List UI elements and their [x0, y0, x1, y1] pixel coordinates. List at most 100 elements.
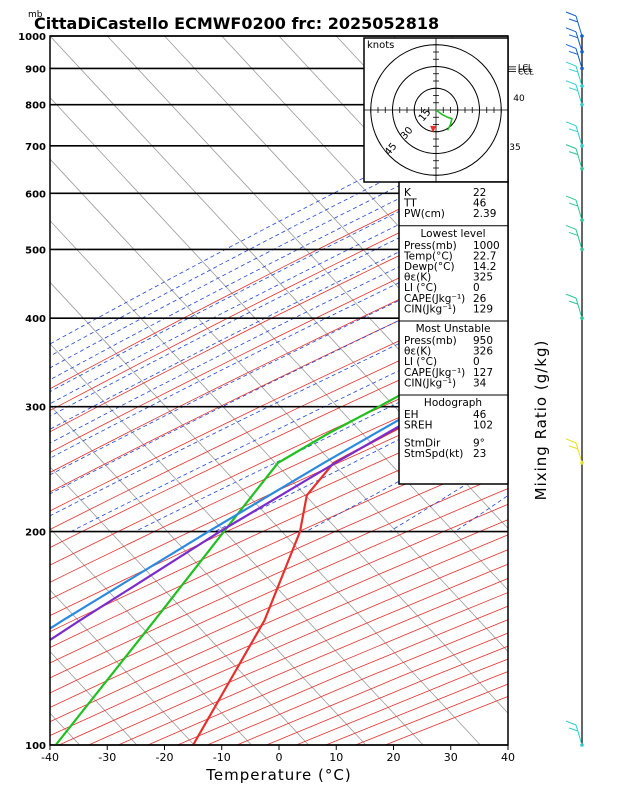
index-value: 129	[473, 303, 493, 315]
index-value: 127	[473, 367, 493, 379]
index-key: SREH	[404, 420, 433, 432]
hodograph-trace	[435, 109, 453, 131]
dry-adiabat-line	[50, 455, 508, 664]
index-value: 2.39	[473, 208, 496, 220]
wind-barb-staff	[575, 229, 583, 250]
wind-barb-flag	[568, 231, 579, 236]
index-key: θε(K)	[404, 346, 431, 358]
index-value: 325	[473, 272, 493, 284]
moist-adiabat-label: 35	[509, 143, 520, 153]
moist-adiabat-line	[50, 171, 508, 405]
isotherm-line	[507, 36, 508, 37]
index-value: 46	[473, 409, 487, 421]
moist-adiabat-line	[50, 267, 508, 495]
index-value: 34	[473, 377, 487, 389]
dry-adiabat-line	[50, 155, 508, 390]
wind-barb-flag	[565, 195, 577, 201]
isotherm-line	[50, 96, 508, 591]
indices-box	[398, 181, 509, 485]
index-value: 9°	[473, 438, 485, 450]
moist-adiabat-line	[50, 213, 508, 444]
wind-barb-flag	[565, 61, 577, 67]
x-tick-label: -30	[98, 751, 116, 764]
index-value: 1000	[473, 240, 500, 252]
pressure-tick-label: 700	[25, 142, 46, 153]
dry-adiabat-line	[50, 534, 508, 736]
wind-barb-flag	[565, 720, 577, 726]
index-key: LI (°C)	[404, 356, 437, 368]
moist-adiabat-line	[50, 144, 508, 381]
index-value: 22.7	[473, 250, 496, 262]
isotherm-line	[50, 527, 252, 745]
wind-barb-staff	[575, 125, 583, 146]
profile-dewpoint	[54, 335, 508, 745]
pressure-tick-label: 1000	[18, 32, 46, 43]
wind-barb-flag	[568, 34, 579, 39]
moist-adiabat-line	[50, 157, 508, 393]
dry-adiabat-line	[50, 439, 508, 648]
index-key: EH	[404, 409, 419, 421]
indices-section-title: Hodograph	[424, 397, 482, 409]
hodograph-unit-label: knots	[367, 40, 394, 51]
wind-barb-staff	[575, 199, 583, 221]
wind-barb-staff	[575, 724, 583, 746]
wind-barb-flag	[565, 80, 577, 86]
pressure-unit-label: mb	[28, 10, 43, 20]
wind-barb-staff	[575, 442, 583, 464]
index-value: 26	[473, 293, 487, 305]
index-key: CAPE(Jkg⁻¹)	[404, 293, 465, 305]
dry-adiabat-line	[50, 472, 508, 679]
index-key: StmDir	[404, 438, 441, 450]
dry-adiabat-line	[50, 247, 508, 473]
wind-barb-staff	[575, 297, 583, 319]
index-key: PW(cm)	[404, 208, 445, 220]
dry-adiabat-line	[50, 386, 508, 600]
wind-barb-flag	[565, 121, 577, 127]
dry-adiabat-line	[50, 225, 508, 453]
dry-adiabat-line	[50, 503, 508, 708]
mixing-ratio-labels: 12346810121416182025303540	[509, 94, 525, 153]
wind-barb-flag	[565, 43, 577, 49]
wind-barb-flag	[568, 87, 579, 92]
isotherm-line	[50, 589, 195, 745]
dry-adiabat-line	[50, 290, 508, 512]
x-tick-label: 40	[501, 751, 515, 764]
indices-section-title: Most Unstable	[416, 323, 491, 335]
dry-adiabat-line	[50, 269, 508, 493]
dry-adiabat-line	[50, 404, 508, 617]
index-value: 22	[473, 187, 486, 199]
isotherm-line	[0, 36, 22, 745]
index-key: Temp(°C)	[403, 250, 453, 262]
dry-adiabat-line	[50, 330, 508, 549]
pressure-tick-label: 600	[25, 189, 46, 200]
index-key: Press(mb)	[404, 240, 457, 252]
moist-adiabat-line	[50, 247, 508, 476]
profile-temperature	[192, 367, 508, 745]
wind-barb-flag	[568, 50, 579, 55]
wind-barb-flag	[565, 11, 577, 17]
wind-barb-flag	[568, 202, 579, 207]
moist-adiabat-lines	[50, 105, 508, 532]
wind-barb-flag	[568, 18, 579, 23]
x-tick-label: 20	[387, 751, 401, 764]
hodograph-plot	[364, 38, 508, 182]
wind-barb-staff	[575, 65, 583, 87]
wind-barb-staff	[575, 31, 583, 52]
wind-barb-staff	[575, 84, 583, 105]
index-value: 46	[473, 198, 487, 210]
wind-barb-flag	[565, 144, 577, 150]
moist-adiabat-line	[50, 198, 508, 430]
wind-barb-flag	[568, 68, 579, 73]
x-tick-label: -10	[213, 751, 231, 764]
isotherm-line	[221, 36, 508, 345]
dry-adiabat-lines	[50, 155, 508, 745]
moist-adiabat-label: 40	[513, 94, 525, 104]
moist-adiabat-line	[50, 105, 508, 345]
dry-adiabat-line	[50, 519, 508, 723]
wind-barb-flag	[565, 224, 577, 230]
wind-barbs-column	[565, 11, 584, 747]
wind-barb-flag	[568, 151, 579, 156]
moist-adiabat-line	[70, 317, 508, 532]
isotherm-line	[50, 220, 508, 714]
